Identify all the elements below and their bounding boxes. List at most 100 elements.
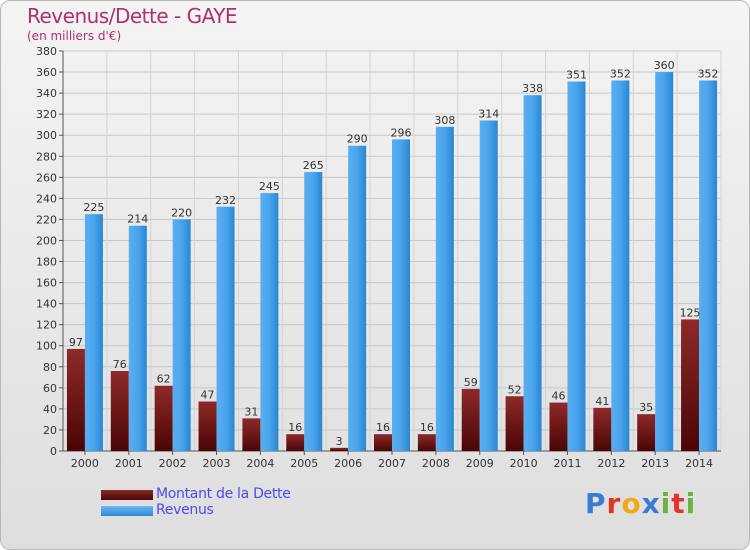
bar-revenue <box>655 72 674 451</box>
data-label-revenue: 338 <box>522 82 543 95</box>
data-label-debt: 125 <box>680 306 701 319</box>
x-tick-label: 2007 <box>378 457 406 470</box>
label-layer: 97 225 76 214 62 220 47 232 31 245 16 265 3 290 16 296 1… <box>69 59 719 448</box>
data-label-revenue: 214 <box>127 213 148 226</box>
bar-debt <box>330 447 349 451</box>
bar-debt <box>198 401 217 451</box>
y-tick-label: 380 <box>36 45 57 58</box>
data-label-revenue: 265 <box>303 159 324 172</box>
y-tick-label: 180 <box>36 256 57 269</box>
x-tick-label: 2005 <box>290 457 318 470</box>
x-tick-label: 2011 <box>553 457 581 470</box>
x-tick-label: 2006 <box>334 457 362 470</box>
y-tick-label: 220 <box>36 213 57 226</box>
y-tick-label: 80 <box>43 361 57 374</box>
data-label-revenue: 245 <box>259 180 280 193</box>
bar-revenue <box>216 206 235 451</box>
x-tick-label: 2003 <box>203 457 231 470</box>
logo-letter: P <box>585 487 607 520</box>
bar-revenue <box>172 219 191 451</box>
data-label-revenue: 290 <box>347 133 368 146</box>
bar-revenue <box>479 120 498 451</box>
x-tick-label: 2009 <box>466 457 494 470</box>
bar-debt <box>417 434 436 451</box>
bar-revenue <box>260 193 279 451</box>
bar-revenue <box>611 80 630 451</box>
data-label-revenue: 308 <box>434 114 455 127</box>
data-label-revenue: 360 <box>654 59 675 72</box>
data-label-debt: 52 <box>508 383 522 396</box>
bar-debt <box>505 396 524 451</box>
y-tick-label: 120 <box>36 319 57 332</box>
logo-letter: i <box>685 487 697 520</box>
y-tick-label: 40 <box>43 403 57 416</box>
y-tick-label: 100 <box>36 340 57 353</box>
y-tick-label: 320 <box>36 108 57 121</box>
data-label-debt: 46 <box>551 390 565 403</box>
data-label-debt: 3 <box>336 435 343 448</box>
data-label-debt: 16 <box>288 421 302 434</box>
y-tick-label: 260 <box>36 171 57 184</box>
y-tick-label: 340 <box>36 87 57 100</box>
bar-debt <box>549 402 568 451</box>
data-label-revenue: 225 <box>83 201 104 214</box>
x-tick-label: 2002 <box>159 457 187 470</box>
bar-revenue <box>392 139 410 451</box>
logo-letter: o <box>621 487 642 520</box>
data-label-debt: 62 <box>157 373 171 386</box>
y-tick-label: 160 <box>36 277 57 290</box>
data-label-debt: 31 <box>244 405 258 418</box>
y-tick-label: 200 <box>36 234 57 247</box>
y-tick-label: 140 <box>36 298 57 311</box>
bar-debt <box>286 434 305 451</box>
axis-layer: 0 20 40 60 80 100 120 140 160 180 200 220 240 260 280 3… <box>36 45 721 470</box>
bar-debt <box>154 385 173 451</box>
bar-debt <box>593 407 612 451</box>
y-tick-label: 240 <box>36 192 57 205</box>
data-label-debt: 47 <box>201 389 215 402</box>
data-label-revenue: 352 <box>698 67 719 80</box>
bar-debt <box>461 388 480 451</box>
y-tick-label: 20 <box>43 424 57 437</box>
data-label-revenue: 351 <box>566 69 587 82</box>
y-tick-label: 300 <box>36 129 57 142</box>
data-label-revenue: 352 <box>610 67 631 80</box>
data-label-debt: 41 <box>595 395 609 408</box>
proxiti-logo: Proxiti <box>585 487 696 520</box>
bar-layer <box>66 72 718 452</box>
legend-swatch-revenue <box>101 506 153 516</box>
logo-letter: x <box>641 487 661 520</box>
legend-swatch-debt <box>101 490 153 500</box>
logo-letter: t <box>671 487 686 520</box>
data-label-debt: 76 <box>113 358 127 371</box>
bar-revenue <box>699 80 718 451</box>
bar-debt <box>242 418 261 451</box>
x-tick-label: 2008 <box>422 457 450 470</box>
data-label-debt: 97 <box>69 336 83 349</box>
bar-revenue <box>84 214 103 451</box>
x-tick-label: 2014 <box>685 457 713 470</box>
x-tick-label: 2000 <box>71 457 99 470</box>
bar-debt <box>637 414 656 451</box>
x-tick-label: 2010 <box>510 457 538 470</box>
bar-revenue <box>128 225 147 451</box>
y-tick-label: 60 <box>43 382 57 395</box>
bar-debt <box>681 319 700 451</box>
y-tick-label: 360 <box>36 66 57 79</box>
data-label-revenue: 296 <box>391 126 412 139</box>
bar-revenue <box>435 126 454 451</box>
x-tick-label: 2004 <box>246 457 274 470</box>
x-tick-label: 2012 <box>597 457 625 470</box>
legend-label-revenue: Revenus <box>156 502 214 518</box>
data-label-debt: 59 <box>464 376 478 389</box>
logo-letter: i <box>660 487 672 520</box>
data-label-debt: 16 <box>376 421 390 434</box>
bar-revenue <box>348 145 367 451</box>
data-label-revenue: 220 <box>171 206 192 219</box>
bar-debt <box>374 434 392 451</box>
y-tick-label: 0 <box>50 445 57 458</box>
bar-debt <box>66 348 85 451</box>
data-label-revenue: 314 <box>478 107 499 120</box>
